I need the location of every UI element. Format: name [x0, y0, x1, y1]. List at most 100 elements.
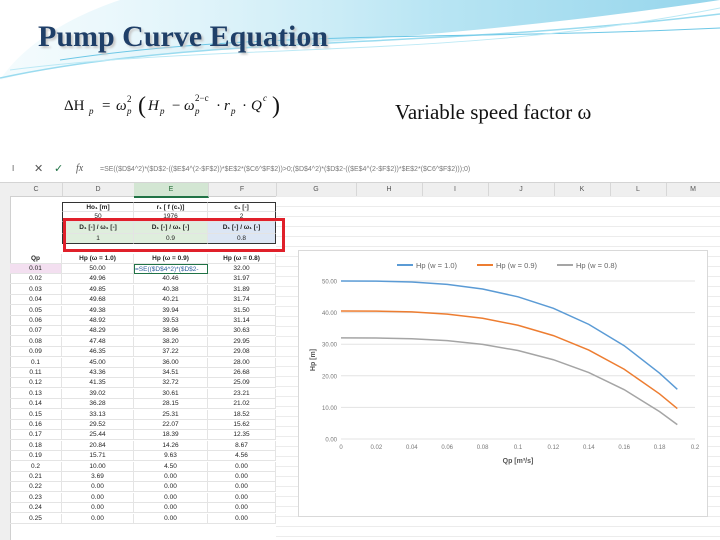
omega-value-e[interactable]: 0.9: [134, 234, 208, 244]
cell-qp[interactable]: 0.2: [10, 461, 62, 472]
cell-hp[interactable]: 43.36: [62, 368, 134, 378]
col-header-l[interactable]: L: [610, 183, 667, 196]
col-header-m[interactable]: M: [666, 183, 720, 196]
param-value-r[interactable]: 1976: [134, 212, 208, 222]
cancel-icon[interactable]: ✕: [34, 163, 44, 175]
cell-qp[interactable]: 0.11: [10, 368, 62, 378]
param-value-ho[interactable]: 50: [62, 212, 134, 222]
cell-qp[interactable]: 0.09: [10, 347, 62, 358]
cell-hp[interactable]: 15.71: [62, 451, 134, 462]
cell-qp[interactable]: 0.23: [10, 492, 62, 503]
header-qp[interactable]: Qp: [10, 254, 62, 264]
cell-hp[interactable]: 0.00: [134, 492, 208, 503]
cell-hp[interactable]: 36.00: [134, 357, 208, 368]
cell-hp[interactable]: 15.62: [208, 420, 276, 430]
omega-header-d[interactable]: D₁ [-] / ω₁ [-]: [62, 222, 134, 234]
cell-hp[interactable]: 0.00: [62, 503, 134, 514]
cell-hp[interactable]: 25.31: [134, 409, 208, 420]
name-box[interactable]: I: [12, 164, 15, 173]
cell-qp[interactable]: 0.13: [10, 388, 62, 399]
cell-hp[interactable]: 25.44: [62, 430, 134, 441]
header-hp-08[interactable]: Hp (ω = 0.8): [208, 254, 276, 264]
cell-qp[interactable]: 0.08: [10, 336, 62, 347]
cell-hp[interactable]: 30.63: [208, 326, 276, 337]
cell-hp[interactable]: 31.97: [208, 274, 276, 285]
cell-hp[interactable]: =SE(($D$4^2)*($D$2-: [134, 264, 208, 274]
cell-qp[interactable]: 0.19: [10, 451, 62, 462]
cell-hp[interactable]: 36.28: [62, 399, 134, 410]
cell-hp[interactable]: 38.96: [134, 326, 208, 337]
omega-value-f[interactable]: 0.8: [208, 234, 276, 244]
cell-hp[interactable]: 10.00: [62, 461, 134, 472]
cell-hp[interactable]: 28.00: [208, 357, 276, 368]
omega-header-f[interactable]: D₁ [-] / ω₁ [-]: [208, 222, 276, 234]
cell-hp[interactable]: 0.00: [134, 503, 208, 514]
header-hp-1[interactable]: Hp (ω = 1.0): [62, 254, 134, 264]
cell-hp[interactable]: 0.00: [208, 482, 276, 493]
cell-hp[interactable]: 29.95: [208, 336, 276, 347]
cell-hp[interactable]: 49.85: [62, 284, 134, 295]
cell-hp[interactable]: 3.69: [62, 472, 134, 482]
cell-hp[interactable]: 4.56: [208, 451, 276, 462]
cell-hp[interactable]: 41.35: [62, 378, 134, 389]
cell-qp[interactable]: 0.22: [10, 482, 62, 493]
cell-qp[interactable]: 0.12: [10, 378, 62, 389]
formula-input[interactable]: =SE(($D$4^2)*($D$2-(($E$4^(2-$F$2))*$E$2…: [100, 166, 471, 173]
cell-hp[interactable]: 48.29: [62, 326, 134, 337]
cell-hp[interactable]: 22.07: [134, 420, 208, 430]
cell-hp[interactable]: 46.35: [62, 347, 134, 358]
col-header-c[interactable]: C: [10, 183, 63, 196]
param-header-c[interactable]: c₁ [-]: [208, 202, 276, 212]
cell-qp[interactable]: 0.16: [10, 420, 62, 430]
cell-qp[interactable]: 0.17: [10, 430, 62, 441]
cell-hp[interactable]: 31.50: [208, 305, 276, 316]
cell-qp[interactable]: 0.04: [10, 295, 62, 306]
cell-hp[interactable]: 9.63: [134, 451, 208, 462]
cell-hp[interactable]: 39.53: [134, 316, 208, 326]
cell-hp[interactable]: 48.92: [62, 316, 134, 326]
col-header-j[interactable]: J: [488, 183, 555, 196]
cell-qp[interactable]: 0.1: [10, 357, 62, 368]
cell-hp[interactable]: 49.38: [62, 305, 134, 316]
cell-hp[interactable]: 39.94: [134, 305, 208, 316]
cell-qp[interactable]: 0.21: [10, 472, 62, 482]
header-hp-09[interactable]: Hp (ω = 0.9): [134, 254, 208, 264]
cell-hp[interactable]: 29.52: [62, 420, 134, 430]
col-header-d[interactable]: D: [62, 183, 135, 196]
cell-qp[interactable]: 0.02: [10, 274, 62, 285]
cell-hp[interactable]: 37.22: [134, 347, 208, 358]
cell-hp[interactable]: 40.38: [134, 284, 208, 295]
param-value-c[interactable]: 2: [208, 212, 276, 222]
cell-qp[interactable]: 0.06: [10, 316, 62, 326]
cell-hp[interactable]: 28.15: [134, 399, 208, 410]
cell-hp[interactable]: 0.00: [208, 461, 276, 472]
col-header-e[interactable]: E: [134, 183, 209, 198]
cell-hp[interactable]: 0.00: [62, 513, 134, 524]
col-header-g[interactable]: G: [276, 183, 357, 196]
cell-qp[interactable]: 0.05: [10, 305, 62, 316]
cell-qp[interactable]: 0.14: [10, 399, 62, 410]
col-header-h[interactable]: H: [356, 183, 423, 196]
cell-hp[interactable]: 0.00: [134, 513, 208, 524]
cell-qp[interactable]: 0.18: [10, 440, 62, 451]
cell-hp[interactable]: 49.96: [62, 274, 134, 285]
cell-hp[interactable]: 14.26: [134, 440, 208, 451]
cell-hp[interactable]: 45.00: [62, 357, 134, 368]
cell-hp[interactable]: 32.00: [208, 264, 276, 274]
cell-hp[interactable]: 21.02: [208, 399, 276, 410]
function-icon[interactable]: fx: [76, 163, 84, 174]
cell-hp[interactable]: 47.48: [62, 336, 134, 347]
cell-hp[interactable]: 50.00: [62, 264, 134, 274]
cell-qp[interactable]: 0.03: [10, 284, 62, 295]
cell-hp[interactable]: 0.00: [208, 513, 276, 524]
cell-hp[interactable]: 8.67: [208, 440, 276, 451]
cell-hp[interactable]: 31.74: [208, 295, 276, 306]
confirm-icon[interactable]: ✓: [54, 163, 64, 175]
cell-hp[interactable]: 49.68: [62, 295, 134, 306]
cell-hp[interactable]: 0.00: [134, 472, 208, 482]
param-header-r[interactable]: r₁ [ f (c₁)]: [134, 202, 208, 212]
cell-hp[interactable]: 39.02: [62, 388, 134, 399]
col-header-k[interactable]: K: [554, 183, 611, 196]
cell-hp[interactable]: 0.00: [208, 472, 276, 482]
cell-hp[interactable]: 0.00: [134, 482, 208, 493]
